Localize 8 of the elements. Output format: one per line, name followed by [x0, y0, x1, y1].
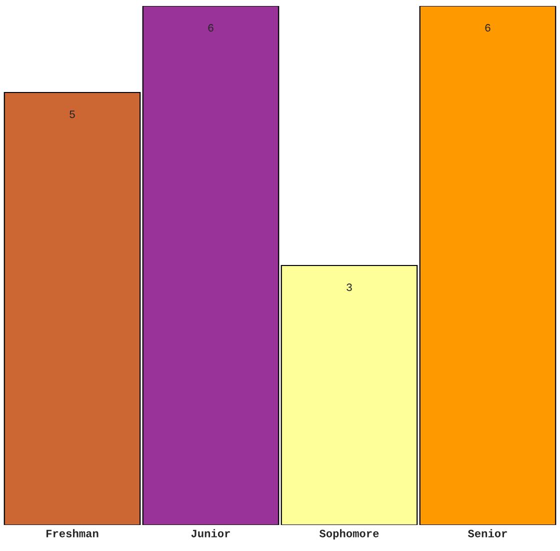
data-label: 5 [70, 110, 75, 118]
data-label: 3 [346, 284, 352, 292]
data-label: 6 [485, 24, 490, 32]
data-label: 6 [208, 24, 214, 32]
x-tick-label: Senior [468, 529, 507, 538]
x-tick-label: Junior [191, 529, 230, 538]
x-tick-label: Sophomore [319, 529, 379, 540]
x-tick-label: Freshman [46, 529, 98, 538]
